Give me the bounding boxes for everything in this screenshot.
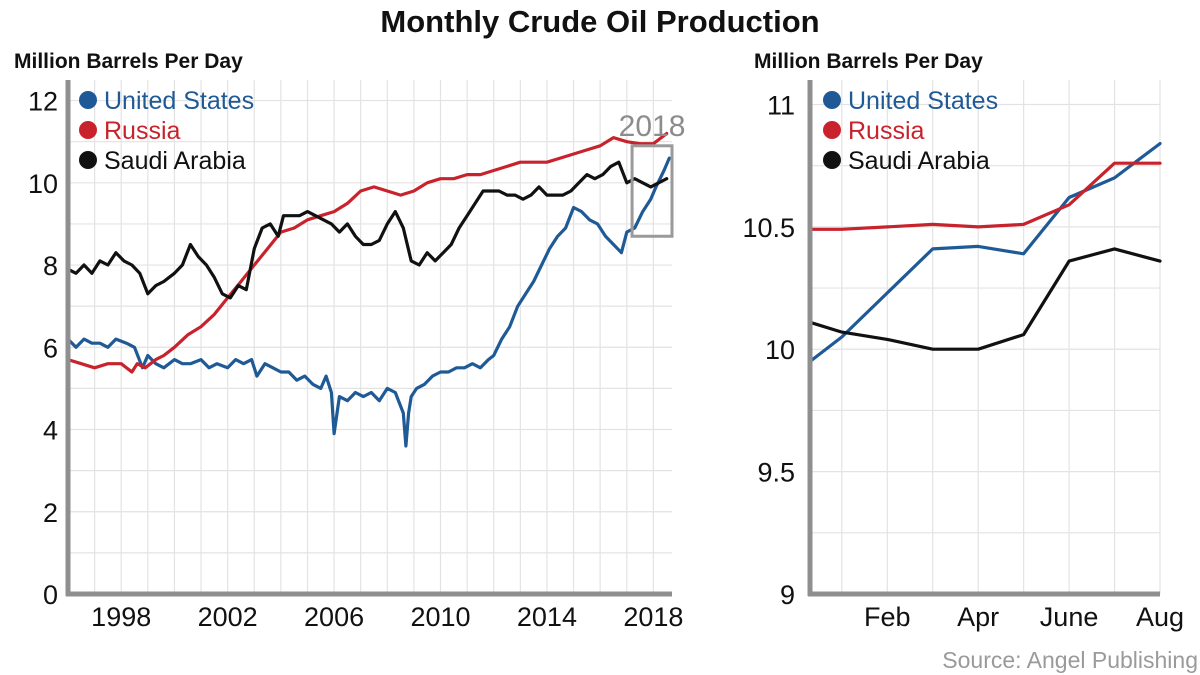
highlight-2018-label: 2018	[619, 110, 686, 143]
chart-title: Monthly Crude Oil Production	[380, 4, 819, 39]
legend-marker	[823, 121, 841, 139]
legend-marker	[79, 121, 97, 139]
y-tick-label: 9.5	[757, 458, 795, 488]
x-tick-label: 2018	[623, 602, 683, 632]
series-line-saudi-arabia	[66, 160, 669, 300]
legend-label: Saudi Arabia	[848, 147, 990, 175]
source-note: Source: Angel Publishing	[942, 647, 1198, 673]
y-axis-label: Million Barrels Per Day	[14, 50, 243, 73]
highlight-2018-box	[630, 144, 674, 238]
x-tick-label: 1998	[91, 602, 151, 632]
chart-panel-2: Million Barrels Per Day 9 9.5 10 10.5 11 Feb Ap…	[742, 50, 1184, 632]
y-axis-label: Million Barrels Per Day	[754, 50, 983, 73]
y-tick-label: 0	[43, 580, 58, 610]
y-tick-label: 2	[43, 498, 58, 528]
y-tick-label: 10	[28, 169, 58, 199]
legend-label: Russia	[848, 117, 925, 145]
y-tick-label: 11	[767, 90, 795, 120]
x-tick-label: 2002	[198, 602, 258, 632]
y-tick-label: 12	[28, 87, 58, 117]
x-tick-label: Feb	[864, 602, 911, 632]
y-tick-label: 10	[765, 335, 795, 365]
y-tick-label: 4	[43, 416, 58, 446]
y-tick-label: 10.5	[742, 213, 795, 243]
series-line-saudi-arabia	[808, 247, 1162, 351]
chart-panels: Million Barrels Per Day 0 2 4 6 8 10 12 1998 2002…	[14, 50, 1184, 632]
x-tick-label: June	[1040, 602, 1099, 632]
series-line-united-states	[808, 142, 1162, 364]
legend-marker	[823, 151, 841, 169]
x-tick-label: Aug	[1136, 602, 1184, 632]
x-tick-label: 2006	[304, 602, 364, 632]
legend-marker	[79, 151, 97, 169]
series-line-russia	[808, 161, 1162, 231]
x-tick-label: Apr	[957, 602, 999, 632]
legend-marker	[79, 91, 97, 109]
series-line-united-states	[66, 156, 671, 448]
legend-label: Russia	[104, 117, 181, 145]
legend-label: United States	[104, 87, 254, 115]
x-tick-label: 2014	[517, 602, 577, 632]
legend-label: United States	[848, 87, 998, 115]
y-tick-label: 8	[43, 251, 58, 281]
legend-label: Saudi Arabia	[104, 147, 246, 175]
legend-marker	[823, 91, 841, 109]
y-tick-label: 6	[43, 333, 58, 363]
y-tick-label: 9	[780, 580, 795, 610]
series-line-russia	[66, 131, 669, 374]
chart-panel-1: Million Barrels Per Day 0 2 4 6 8 10 12 1998 2002…	[14, 50, 685, 632]
x-tick-label: 2010	[410, 602, 470, 632]
